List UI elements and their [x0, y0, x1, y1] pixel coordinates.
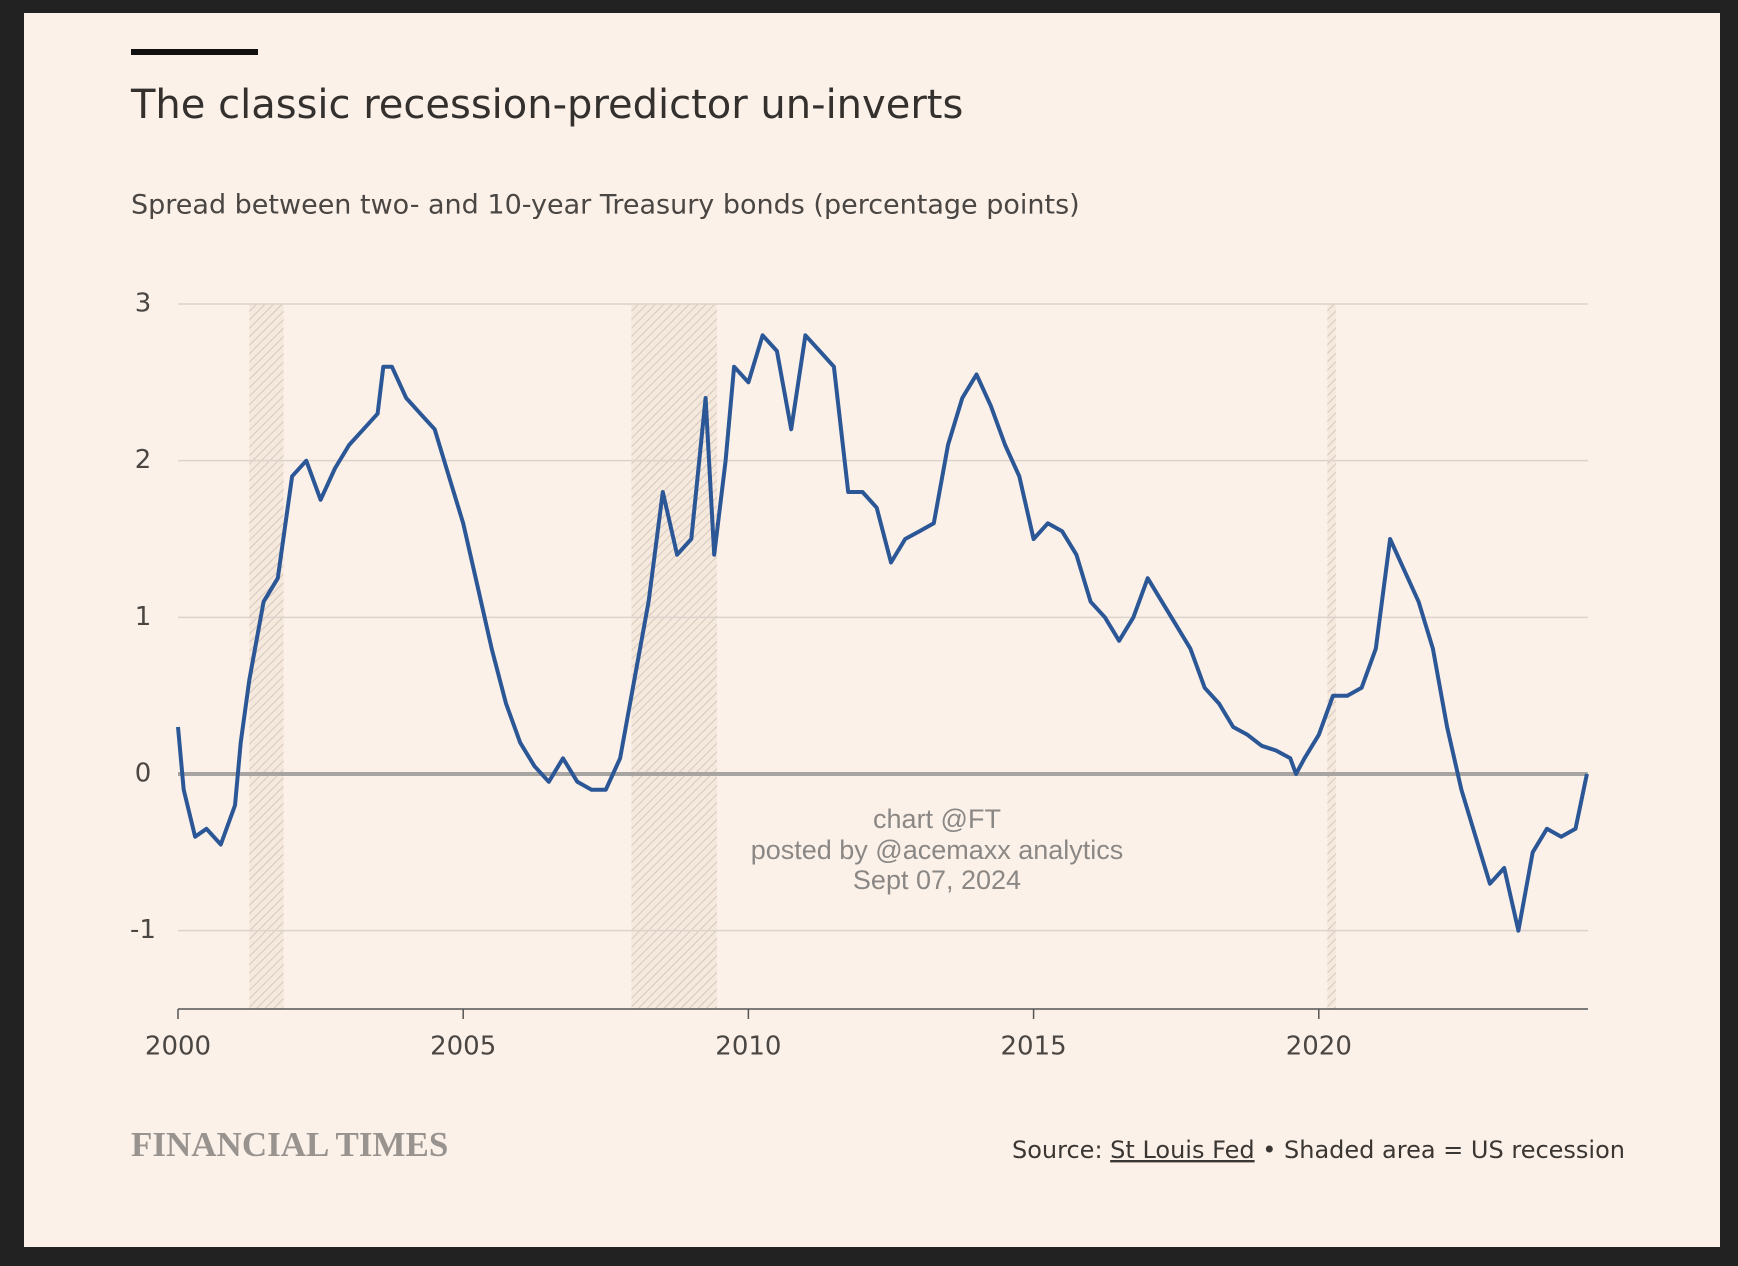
x-tick-label: 2015	[1000, 1032, 1066, 1062]
spread-line	[176, 333, 1589, 933]
panel	[24, 13, 1720, 1247]
x-tick-label: 2000	[145, 1032, 211, 1062]
y-tick-label: 0	[135, 759, 152, 789]
y-tick-label: 3	[135, 289, 152, 319]
x-tick-label: 2020	[1286, 1032, 1352, 1062]
source-note: • Shaded area = US recession	[1262, 1136, 1625, 1164]
x-tick-label: 2005	[430, 1032, 496, 1062]
source-line: Source: St Louis Fed • Shaded area = US …	[1012, 1136, 1625, 1164]
y-tick-label: 2	[135, 445, 152, 475]
watermark: chart @FT	[873, 804, 1001, 834]
chart-title: The classic recession-predictor un-inver…	[130, 82, 963, 128]
source-label: Source:	[1012, 1136, 1103, 1164]
watermark: Sept 07, 2024	[853, 865, 1021, 895]
top-bar	[131, 49, 258, 55]
source-link[interactable]: St Louis Fed	[1110, 1136, 1254, 1164]
y-tick-label: 1	[135, 602, 152, 632]
x-tick-label: 2010	[715, 1032, 781, 1062]
watermark: posted by @acemaxx analytics	[751, 835, 1124, 865]
chart-subtitle: Spread between two- and 10-year Treasury…	[131, 190, 1080, 221]
recession-band	[1327, 304, 1336, 1009]
plot-area: 3 2 1 0 -1 2000 2005 2010 2015 2020	[130, 289, 1589, 1062]
brand-logo: FINANCIAL TIMES	[131, 1125, 448, 1164]
y-tick-label: -1	[130, 915, 156, 945]
